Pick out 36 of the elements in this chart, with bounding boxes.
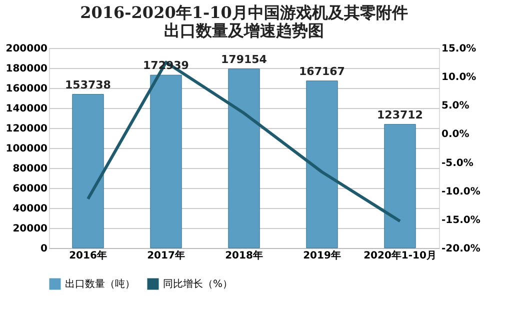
bar — [306, 80, 338, 248]
y-tick-label: 80000 — [12, 164, 48, 174]
chart-title: 2016-2020年1-10月中国游戏机及其零附件出口数量及增速趋势图 — [80, 3, 408, 40]
y-tick-label: 0 — [40, 244, 48, 254]
y2-tick-label: -5.0% — [442, 158, 474, 169]
y2-tick-label: 5.0% — [442, 100, 470, 112]
x-tick-label: 2020年1-10月 — [364, 250, 436, 262]
data-label: 179154 — [221, 52, 268, 66]
x-tick-label: 2017年 — [147, 250, 185, 262]
y-tick-label: 200000 — [6, 44, 48, 54]
y2-tick-label: -20.0% — [442, 244, 480, 254]
x-tick-label: 2018年 — [225, 250, 263, 262]
y-tick-label: 160000 — [6, 84, 48, 94]
y2-tick-label: 15.0% — [442, 44, 476, 54]
y2-tick-label: 0.0% — [442, 129, 470, 140]
bar — [228, 68, 260, 248]
y-tick-label: 20000 — [12, 224, 48, 234]
legend-label: 同比增长（%） — [163, 278, 233, 290]
y2-tick-label: -15.0% — [442, 214, 480, 226]
data-label: 153738 — [65, 78, 111, 92]
y2-tick-label: -10.0% — [442, 186, 480, 198]
x-tick-label: 2019年 — [303, 250, 341, 262]
y-tick-label: 100000 — [6, 144, 48, 154]
data-label: 123712 — [377, 108, 423, 122]
bar — [150, 74, 182, 248]
y2-tick-label: 10.0% — [442, 72, 476, 84]
bar — [384, 124, 416, 248]
y-tick-label: 140000 — [6, 104, 48, 114]
y-tick-label: 40000 — [12, 204, 48, 214]
bar — [72, 94, 104, 248]
legend-label: 出口数量（吨） — [65, 278, 135, 290]
y-tick-label: 60000 — [12, 184, 48, 194]
x-tick-label: 2016年 — [69, 250, 107, 262]
y-tick-label: 120000 — [6, 124, 48, 134]
y-tick-label: 180000 — [6, 64, 48, 74]
data-label: 167167 — [299, 64, 345, 78]
